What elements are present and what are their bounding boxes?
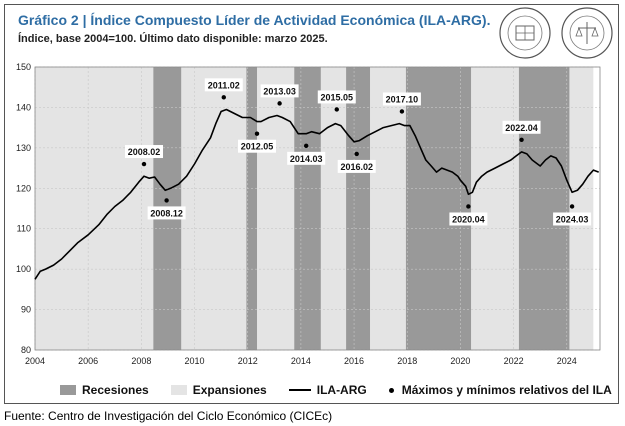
expansion-band xyxy=(569,67,594,350)
extremum-point xyxy=(466,204,471,209)
extremum-label: 2016.02 xyxy=(340,162,373,172)
extremum-label: 2015.05 xyxy=(321,92,354,102)
source-note: Fuente: Centro de Investigación del Cicl… xyxy=(4,409,333,423)
x-tick-label: 2008 xyxy=(131,356,151,366)
y-tick-label: 110 xyxy=(17,224,31,234)
legend-points-label: Máximos y mínimos relativos del ILA xyxy=(401,383,612,397)
extremum-label-bg xyxy=(260,84,299,98)
x-tick-label: 2006 xyxy=(78,356,98,366)
recession-band xyxy=(518,67,570,350)
y-tick-label: 90 xyxy=(21,305,31,315)
expansion-band xyxy=(471,67,519,350)
legend-points: Máximos y mínimos relativos del ILA xyxy=(388,383,612,397)
extremum-label-bg xyxy=(317,90,356,104)
extremum-label-bg xyxy=(449,212,488,226)
extremum-label-bg xyxy=(382,92,421,106)
expansion-band xyxy=(320,67,347,350)
ila-arg-line xyxy=(34,108,599,280)
y-tick-label: 140 xyxy=(16,102,31,112)
x-tick-label: 2020 xyxy=(450,356,470,366)
legend-recessions: Recesiones xyxy=(60,383,149,397)
expansion-swatch xyxy=(170,385,187,395)
y-tick-label: 80 xyxy=(21,345,31,355)
x-tick-label: 2016 xyxy=(344,356,364,366)
extremum-point xyxy=(141,161,147,167)
extremum-label: 2017.10 xyxy=(386,94,419,104)
recession-band xyxy=(405,67,472,350)
extremum-label: 2013.03 xyxy=(263,86,296,96)
x-tick-label: 2018 xyxy=(397,356,417,366)
y-tick-label: 100 xyxy=(16,264,31,274)
x-tick-label: 2010 xyxy=(185,356,205,366)
x-tick-label: 2024 xyxy=(557,356,577,366)
recession-swatch xyxy=(60,385,76,395)
extremum-label-bg xyxy=(125,145,164,159)
extremum-point xyxy=(569,204,575,209)
y-tick-label: 120 xyxy=(16,183,31,193)
extremum-label: 2014.03 xyxy=(290,154,323,164)
extremum-label-bg xyxy=(238,139,277,153)
y-tick-label: 130 xyxy=(16,143,31,153)
x-tick-label: 2014 xyxy=(291,356,311,366)
expansion-band xyxy=(181,67,247,350)
chart-legend: Recesiones Expansiones ILA-ARG Máximos y… xyxy=(60,381,625,399)
extremum-label: 2024.03 xyxy=(556,214,589,224)
expansion-band xyxy=(257,67,295,350)
extremum-label-bg xyxy=(287,151,326,165)
chart-title: Gráfico 2 | Índice Compuesto Líder de Ac… xyxy=(18,12,491,28)
extremum-label-bg xyxy=(553,212,592,226)
x-tick-label: 2012 xyxy=(238,356,258,366)
recession-band xyxy=(294,67,321,350)
recession-band xyxy=(346,67,371,350)
extremum-point xyxy=(304,143,309,149)
extremum-point xyxy=(519,137,524,142)
extremum-point xyxy=(399,109,405,114)
legend-expansions-label: Expansiones xyxy=(192,383,267,397)
bolsa-de-comercio-seal-icon xyxy=(499,7,551,59)
expansion-band xyxy=(370,67,406,350)
extremum-label-bg xyxy=(502,120,541,134)
extremum-label: 2022.04 xyxy=(505,123,538,133)
line-swatch xyxy=(288,389,311,391)
extremum-label: 2020.04 xyxy=(452,214,485,224)
x-tick-label: 2022 xyxy=(504,356,524,366)
extremum-point xyxy=(354,151,359,157)
extremum-point xyxy=(221,95,226,100)
expansion-band xyxy=(35,67,154,350)
extremum-point xyxy=(254,131,260,136)
extremum-point xyxy=(334,107,339,112)
legend-expansions: Expansiones xyxy=(170,383,267,397)
x-tick-label: 2004 xyxy=(25,356,45,366)
legend-line: ILA-ARG xyxy=(288,383,367,397)
extremum-label-bg xyxy=(147,206,186,220)
extremum-label: 2008.02 xyxy=(128,147,161,157)
point-swatch xyxy=(388,387,394,393)
extremum-point xyxy=(164,198,169,203)
chart-subtitle: Índice, base 2004=100. Último dato dispo… xyxy=(18,33,328,45)
extremum-label: 2008.12 xyxy=(150,208,183,218)
extremum-label: 2011.02 xyxy=(208,80,240,90)
extremum-label: 2012.05 xyxy=(241,142,274,152)
recession-band xyxy=(246,67,258,350)
extremum-label-bg xyxy=(204,78,243,92)
legend-recessions-label: Recesiones xyxy=(82,383,149,397)
extremum-point xyxy=(277,101,282,106)
bolsa-de-comercio-rosario-seal-icon xyxy=(561,7,613,59)
y-tick-label: 150 xyxy=(16,62,31,72)
plot-border xyxy=(34,66,601,351)
extremum-label-bg xyxy=(337,159,376,173)
legend-line-label: ILA-ARG xyxy=(316,383,367,397)
